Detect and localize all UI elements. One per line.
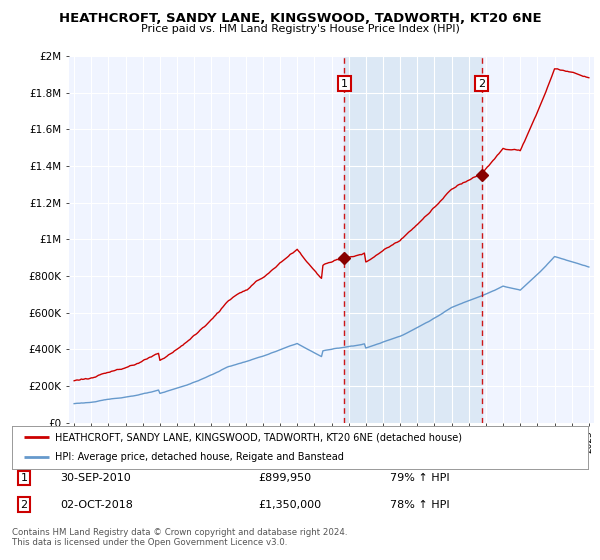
Text: Contains HM Land Registry data © Crown copyright and database right 2024.
This d: Contains HM Land Registry data © Crown c…	[12, 528, 347, 547]
Text: 1: 1	[20, 473, 28, 483]
Text: 1: 1	[341, 78, 348, 88]
Text: Price paid vs. HM Land Registry's House Price Index (HPI): Price paid vs. HM Land Registry's House …	[140, 24, 460, 34]
Text: HEATHCROFT, SANDY LANE, KINGSWOOD, TADWORTH, KT20 6NE: HEATHCROFT, SANDY LANE, KINGSWOOD, TADWO…	[59, 12, 541, 25]
Bar	[344, 56, 482, 423]
Text: 2: 2	[20, 500, 28, 510]
Text: 02-OCT-2018: 02-OCT-2018	[60, 500, 133, 510]
Text: HEATHCROFT, SANDY LANE, KINGSWOOD, TADWORTH, KT20 6NE (detached house): HEATHCROFT, SANDY LANE, KINGSWOOD, TADWO…	[55, 432, 462, 442]
Text: 30-SEP-2010: 30-SEP-2010	[60, 473, 131, 483]
Text: £1,350,000: £1,350,000	[258, 500, 321, 510]
Text: 78% ↑ HPI: 78% ↑ HPI	[390, 500, 449, 510]
Text: HPI: Average price, detached house, Reigate and Banstead: HPI: Average price, detached house, Reig…	[55, 452, 344, 463]
Text: £899,950: £899,950	[258, 473, 311, 483]
Text: 79% ↑ HPI: 79% ↑ HPI	[390, 473, 449, 483]
Text: 2: 2	[478, 78, 485, 88]
